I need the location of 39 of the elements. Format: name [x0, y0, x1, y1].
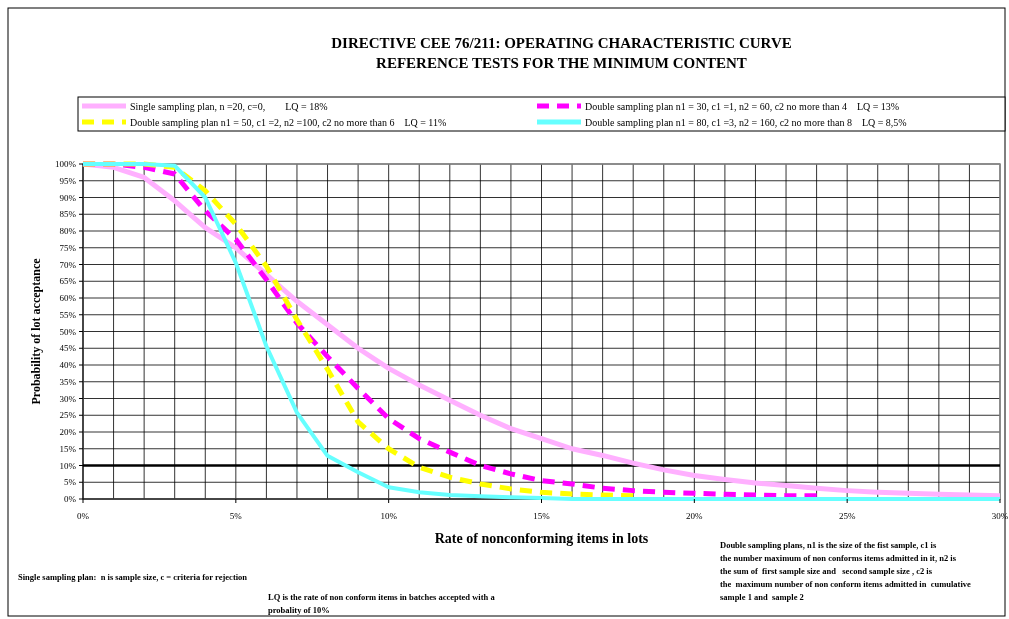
- x-axis-title: Rate of nonconforming items in lots: [434, 531, 649, 546]
- y-tick-label: 85%: [59, 209, 77, 220]
- y-tick-label: 0%: [64, 494, 77, 505]
- y-tick-label: 15%: [59, 443, 77, 454]
- y-tick-label: 80%: [59, 226, 77, 237]
- y-tick-label: 95%: [59, 175, 77, 186]
- legend-label: Double sampling plan n1 = 80, c1 =3, n2 = 160, c2 no more than 8 LQ = 8,5%: [585, 116, 907, 128]
- y-tick-label: 35%: [59, 376, 77, 387]
- chart-title: DIRECTIVE CEE 76/211: OPERATING CHARACTERISTIC CURVE: [331, 35, 792, 51]
- y-tick-label: 45%: [59, 343, 77, 354]
- y-tick-label: 5%: [64, 477, 77, 488]
- y-tick-label: 20%: [59, 427, 77, 438]
- x-tick-label: 5%: [229, 511, 243, 521]
- text: Single sampling plan: n is sample size, c = criteria for rejection: [18, 572, 248, 582]
- y-tick-label: 100%: [55, 159, 77, 170]
- legend-label: Single sampling plan, n =20, c=0, LQ = 18%: [130, 100, 328, 112]
- y-tick-label: 25%: [59, 410, 77, 421]
- x-tick-label: 10%: [380, 511, 398, 521]
- x-tick-label: 30%: [991, 511, 1009, 521]
- y-tick-label: 50%: [59, 326, 77, 337]
- y-tick-label: 60%: [59, 293, 77, 304]
- x-tick-label: 15%: [533, 511, 551, 521]
- y-tick-label: 10%: [59, 460, 77, 471]
- y-tick-label: 65%: [59, 276, 77, 287]
- y-tick-label: 75%: [59, 242, 77, 253]
- y-tick-label: 55%: [59, 309, 77, 320]
- y-tick-label: 40%: [59, 360, 77, 371]
- x-tick-label: 25%: [838, 511, 856, 521]
- chart-subtitle: REFERENCE TESTS FOR THE MINIMUM CONTENT: [376, 55, 747, 71]
- text: Double sampling plans, n1 is the size of the fist sample, c1 is the number maximum of non conforms items admitted in it, n2 is the sum of first sample size and second sample size , c2 is the maximum number of non conform items admitted in cumulative sample 1 and sample 2: [720, 540, 972, 602]
- y-tick-label: 90%: [59, 192, 77, 203]
- y-tick-label: 30%: [59, 393, 77, 404]
- x-tick-label: 20%: [686, 511, 704, 521]
- legend-label: Double sampling plan n1 = 50, c1 =2, n2 =100, c2 no more than 6 LQ = 11%: [130, 116, 447, 128]
- text: LQ is the rate of non conform items in batches accepted with a probality of 10%: [268, 592, 496, 615]
- y-axis-title: Probability of lot acceptance: [29, 257, 43, 405]
- legend-label: Double sampling plan n1 = 30, c1 =1, n2 = 60, c2 no more than 4 LQ = 13%: [585, 100, 900, 112]
- x-tick-label: 0%: [77, 511, 90, 521]
- y-tick-label: 70%: [59, 259, 77, 270]
